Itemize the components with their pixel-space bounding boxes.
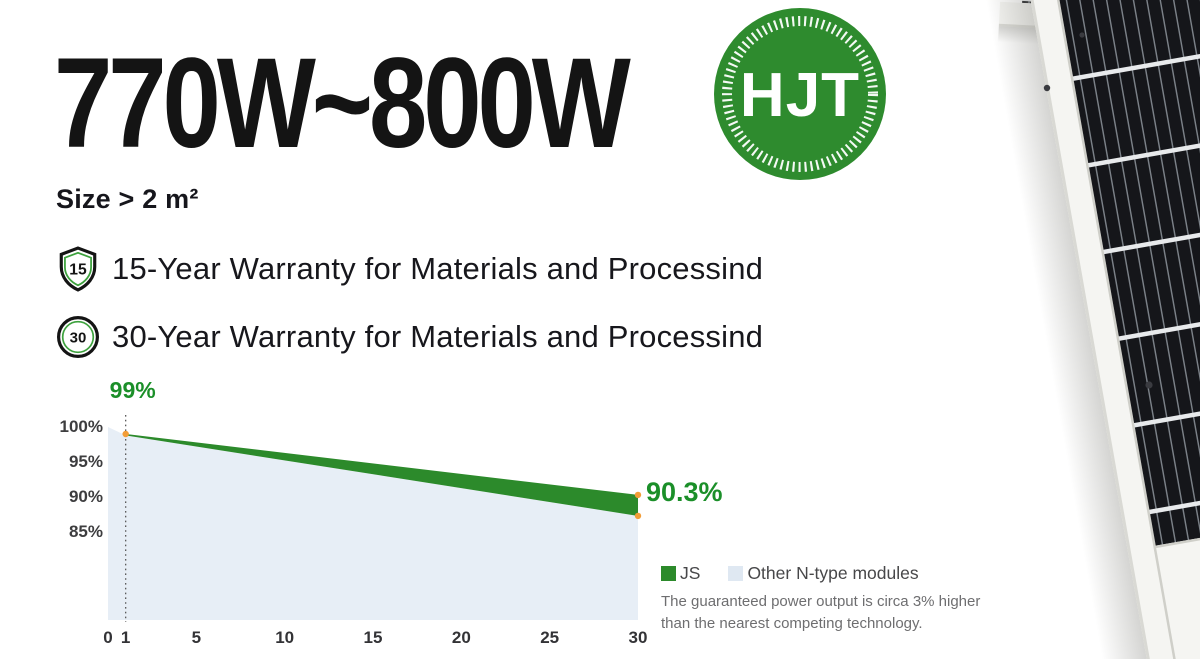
badge-text: HJT (740, 61, 860, 130)
legend-label-other: Other N-type modules (747, 563, 919, 583)
y-tick-label: 90% (68, 487, 103, 506)
data-point-marker (634, 491, 642, 499)
chart-footnote: The guaranteed power output is circa 3% … (661, 591, 1081, 634)
warranty-text-30: 30-Year Warranty for Materials and Proce… (112, 319, 764, 354)
chart-markers (122, 430, 642, 520)
frame-hole (1043, 84, 1051, 92)
badge-tick-ring (722, 16, 878, 172)
x-tick-label: 20 (451, 628, 471, 647)
chart-legend-block: JS Other N-type modules The guaranteed p… (661, 563, 1081, 634)
footnote-line-1: The guaranteed power output is circa 3% … (661, 593, 981, 610)
degradation-chart: 99% 90.3% 100% 95% 90% 85% 0 1 5 10 15 20 25 30 (0, 370, 780, 659)
warranty-row-30: 30 30-Year Warranty for Materials and Pr… (56, 314, 763, 360)
series-js-area (125, 434, 639, 516)
page-title: 770W~800W (54, 32, 631, 175)
frame-hole (1145, 381, 1153, 389)
legend-label-js: JS (680, 563, 701, 583)
solar-panel-main (969, 0, 1200, 659)
data-point-marker (122, 430, 129, 438)
y-tick-label: 100% (59, 417, 103, 436)
size-label: Size > 2 m² (56, 184, 199, 214)
chart-legend: JS Other N-type modules (661, 563, 1081, 584)
y-tick-label: 85% (68, 522, 103, 541)
shield-15-icon: 15 (59, 246, 97, 292)
x-tick-label: 5 (191, 628, 202, 647)
x-tick-label: 10 (275, 628, 295, 647)
x-tick-label: 1 (120, 628, 131, 647)
hjt-badge: HJT (714, 8, 886, 180)
legend-item-other: Other N-type modules (728, 563, 919, 584)
legend-item-js: JS (661, 563, 700, 584)
frame-hole (1079, 32, 1085, 38)
data-point-marker (634, 512, 642, 520)
x-tick-label: 0 (103, 628, 113, 647)
legend-swatch-other (728, 566, 744, 581)
warranty-text-15: 15-Year Warranty for Materials and Proce… (112, 251, 764, 286)
svg-text:15: 15 (69, 262, 87, 279)
annotation-99pct: 99% (109, 377, 156, 403)
circle-30-icon: 30 (57, 316, 99, 358)
warranty-row-15: 15 15-Year Warranty for Materials and Pr… (56, 246, 763, 292)
footnote-line-2: than the nearest competing technology. (661, 614, 923, 632)
chart-plot-area (108, 415, 642, 622)
series-other-ntype-area (108, 427, 639, 620)
x-tick-label: 15 (363, 628, 383, 647)
annotation-90-3pct: 90.3% (646, 476, 723, 507)
x-tick-label: 30 (628, 628, 648, 647)
svg-text:30: 30 (70, 330, 87, 347)
legend-swatch-js (661, 566, 676, 581)
y-tick-label: 95% (68, 452, 103, 471)
x-tick-label: 25 (540, 628, 560, 647)
badge-circle (714, 8, 886, 180)
